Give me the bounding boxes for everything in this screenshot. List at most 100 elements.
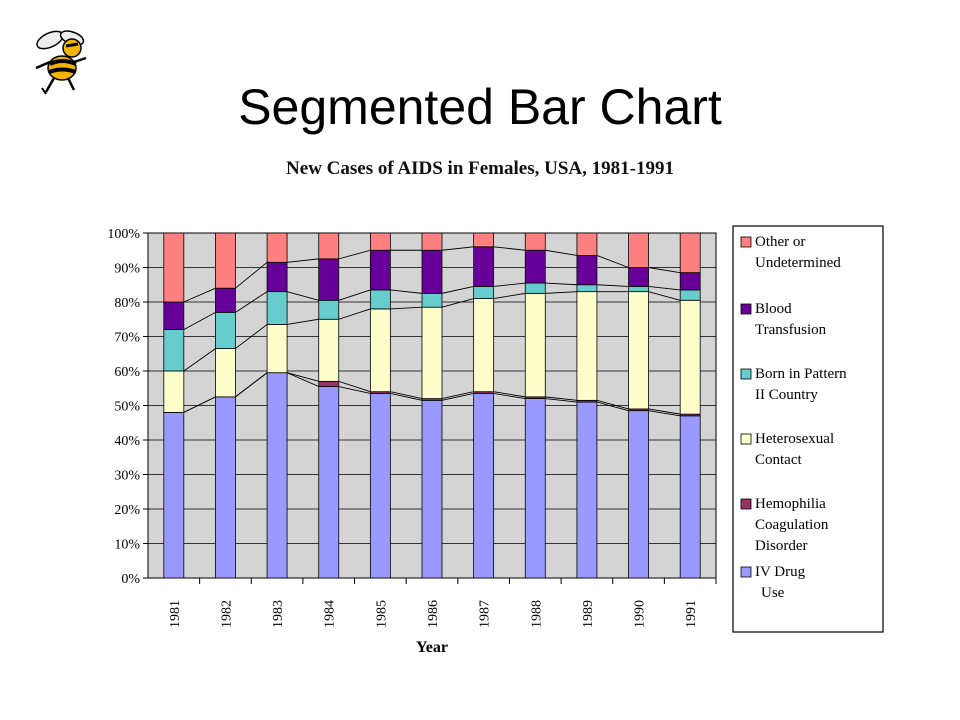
bar-segment: [473, 246, 495, 287]
bar-segment: [318, 380, 340, 387]
slide-title: Segmented Bar Chart: [238, 79, 722, 135]
bar-segment: [215, 396, 236, 579]
bar-segment: [266, 261, 288, 293]
bar-segment: [473, 232, 495, 248]
y-tick-label: 50%: [114, 400, 140, 415]
series-connector-line: [390, 289, 423, 294]
bar-segment: [524, 249, 546, 284]
bar-segment: [679, 299, 701, 415]
series-connector-line: [493, 391, 526, 398]
bar-segment: [524, 398, 546, 579]
series-connector-line: [235, 261, 268, 289]
series-connector-line: [441, 246, 474, 251]
bar-segment: [163, 411, 185, 579]
bar-segment: [679, 272, 701, 291]
bar-segment: [679, 415, 701, 579]
bar-segment: [318, 318, 340, 382]
legend-label: Other or: [755, 234, 805, 250]
series-connector-line: [287, 318, 319, 325]
series-connector-line: [338, 249, 371, 260]
legend-label: Undetermined: [755, 255, 841, 271]
legend-label: Contact: [755, 452, 802, 468]
bar-segment: [369, 308, 391, 393]
y-tick-label: 100%: [107, 227, 140, 242]
series-connector-line: [286, 291, 319, 301]
legend-swatch: [740, 303, 752, 315]
y-tick-label: 90%: [114, 262, 140, 277]
bar-segment: [679, 289, 701, 301]
series-connector-line: [545, 398, 577, 403]
bar-segment: [215, 287, 236, 313]
legend-box: [732, 225, 884, 633]
series-connector-line: [441, 286, 474, 294]
bar-segment: [369, 232, 391, 251]
legend-label: Coagulation: [755, 517, 829, 533]
x-tick-label: 1985: [374, 600, 389, 628]
series-connector-line: [493, 392, 526, 400]
legend-label: II Country: [755, 387, 818, 403]
bar-segment: [318, 258, 340, 301]
series-connector-line: [648, 408, 681, 415]
series-connector-line: [441, 392, 474, 401]
legend-label: Transfusion: [755, 322, 827, 338]
y-tick-label: 20%: [114, 503, 140, 518]
series-connector-line: [183, 311, 216, 330]
bar-segment: [628, 286, 649, 293]
bar-segment: [473, 286, 495, 299]
x-tick-label: 1987: [478, 600, 493, 628]
bar-segment: [524, 282, 546, 294]
legend-swatch: [740, 236, 752, 248]
series-connector-line: [390, 392, 423, 401]
bar-segment: [473, 393, 495, 579]
series-connector-line: [596, 399, 629, 410]
bar-segment: [266, 372, 288, 579]
bar-segment: [576, 255, 598, 286]
bar-segment: [628, 232, 649, 268]
series-connector-line: [286, 372, 319, 382]
series-connector-line: [493, 246, 526, 251]
bar-segment: [421, 249, 443, 294]
bar-segment: [576, 291, 598, 401]
series-connector-line: [545, 249, 577, 256]
legend-label: Hemophilia: [755, 496, 826, 512]
y-tick-label: 80%: [114, 296, 140, 311]
legend-label: Born in Pattern: [755, 366, 847, 382]
bar-segment: [628, 410, 649, 579]
series-connector-line: [390, 391, 423, 400]
x-axis-label: Year: [416, 639, 448, 656]
bar-segment: [369, 289, 391, 310]
bar-segment: [163, 329, 185, 372]
series-connector-line: [235, 291, 268, 313]
series-connector-line: [338, 289, 371, 301]
bar-segment: [318, 299, 340, 320]
series-connector-line: [235, 372, 268, 398]
series-connector-line: [183, 396, 216, 413]
y-tick-label: 30%: [114, 469, 140, 484]
bar-segment: [576, 401, 598, 579]
series-connector-line: [183, 348, 216, 372]
series-connector-line: [287, 258, 319, 263]
x-tick-label: 1984: [323, 600, 338, 628]
series-connector-line: [441, 391, 474, 400]
bar-segment: [318, 386, 340, 579]
series-connector-line: [286, 372, 319, 387]
x-tick-label: 1988: [529, 600, 544, 628]
bar-segment: [421, 399, 443, 579]
series-connector-line: [183, 287, 216, 303]
x-tick-label: 1989: [581, 600, 596, 628]
x-tick-label: 1986: [426, 600, 441, 628]
series-connector-line: [648, 267, 681, 274]
series-connector-line: [545, 291, 577, 294]
bar-segment: [266, 232, 288, 263]
bar-segment: [215, 311, 236, 349]
legend-swatch: [740, 498, 752, 510]
y-tick-label: 60%: [114, 365, 140, 380]
bar-segment: [524, 232, 546, 251]
y-tick-label: 10%: [114, 538, 140, 553]
series-connector-line: [648, 291, 681, 301]
y-tick-label: 70%: [114, 331, 140, 346]
bar-segment: [369, 249, 391, 291]
x-tick-label: 1982: [219, 600, 234, 628]
bar-segment: [421, 306, 443, 399]
